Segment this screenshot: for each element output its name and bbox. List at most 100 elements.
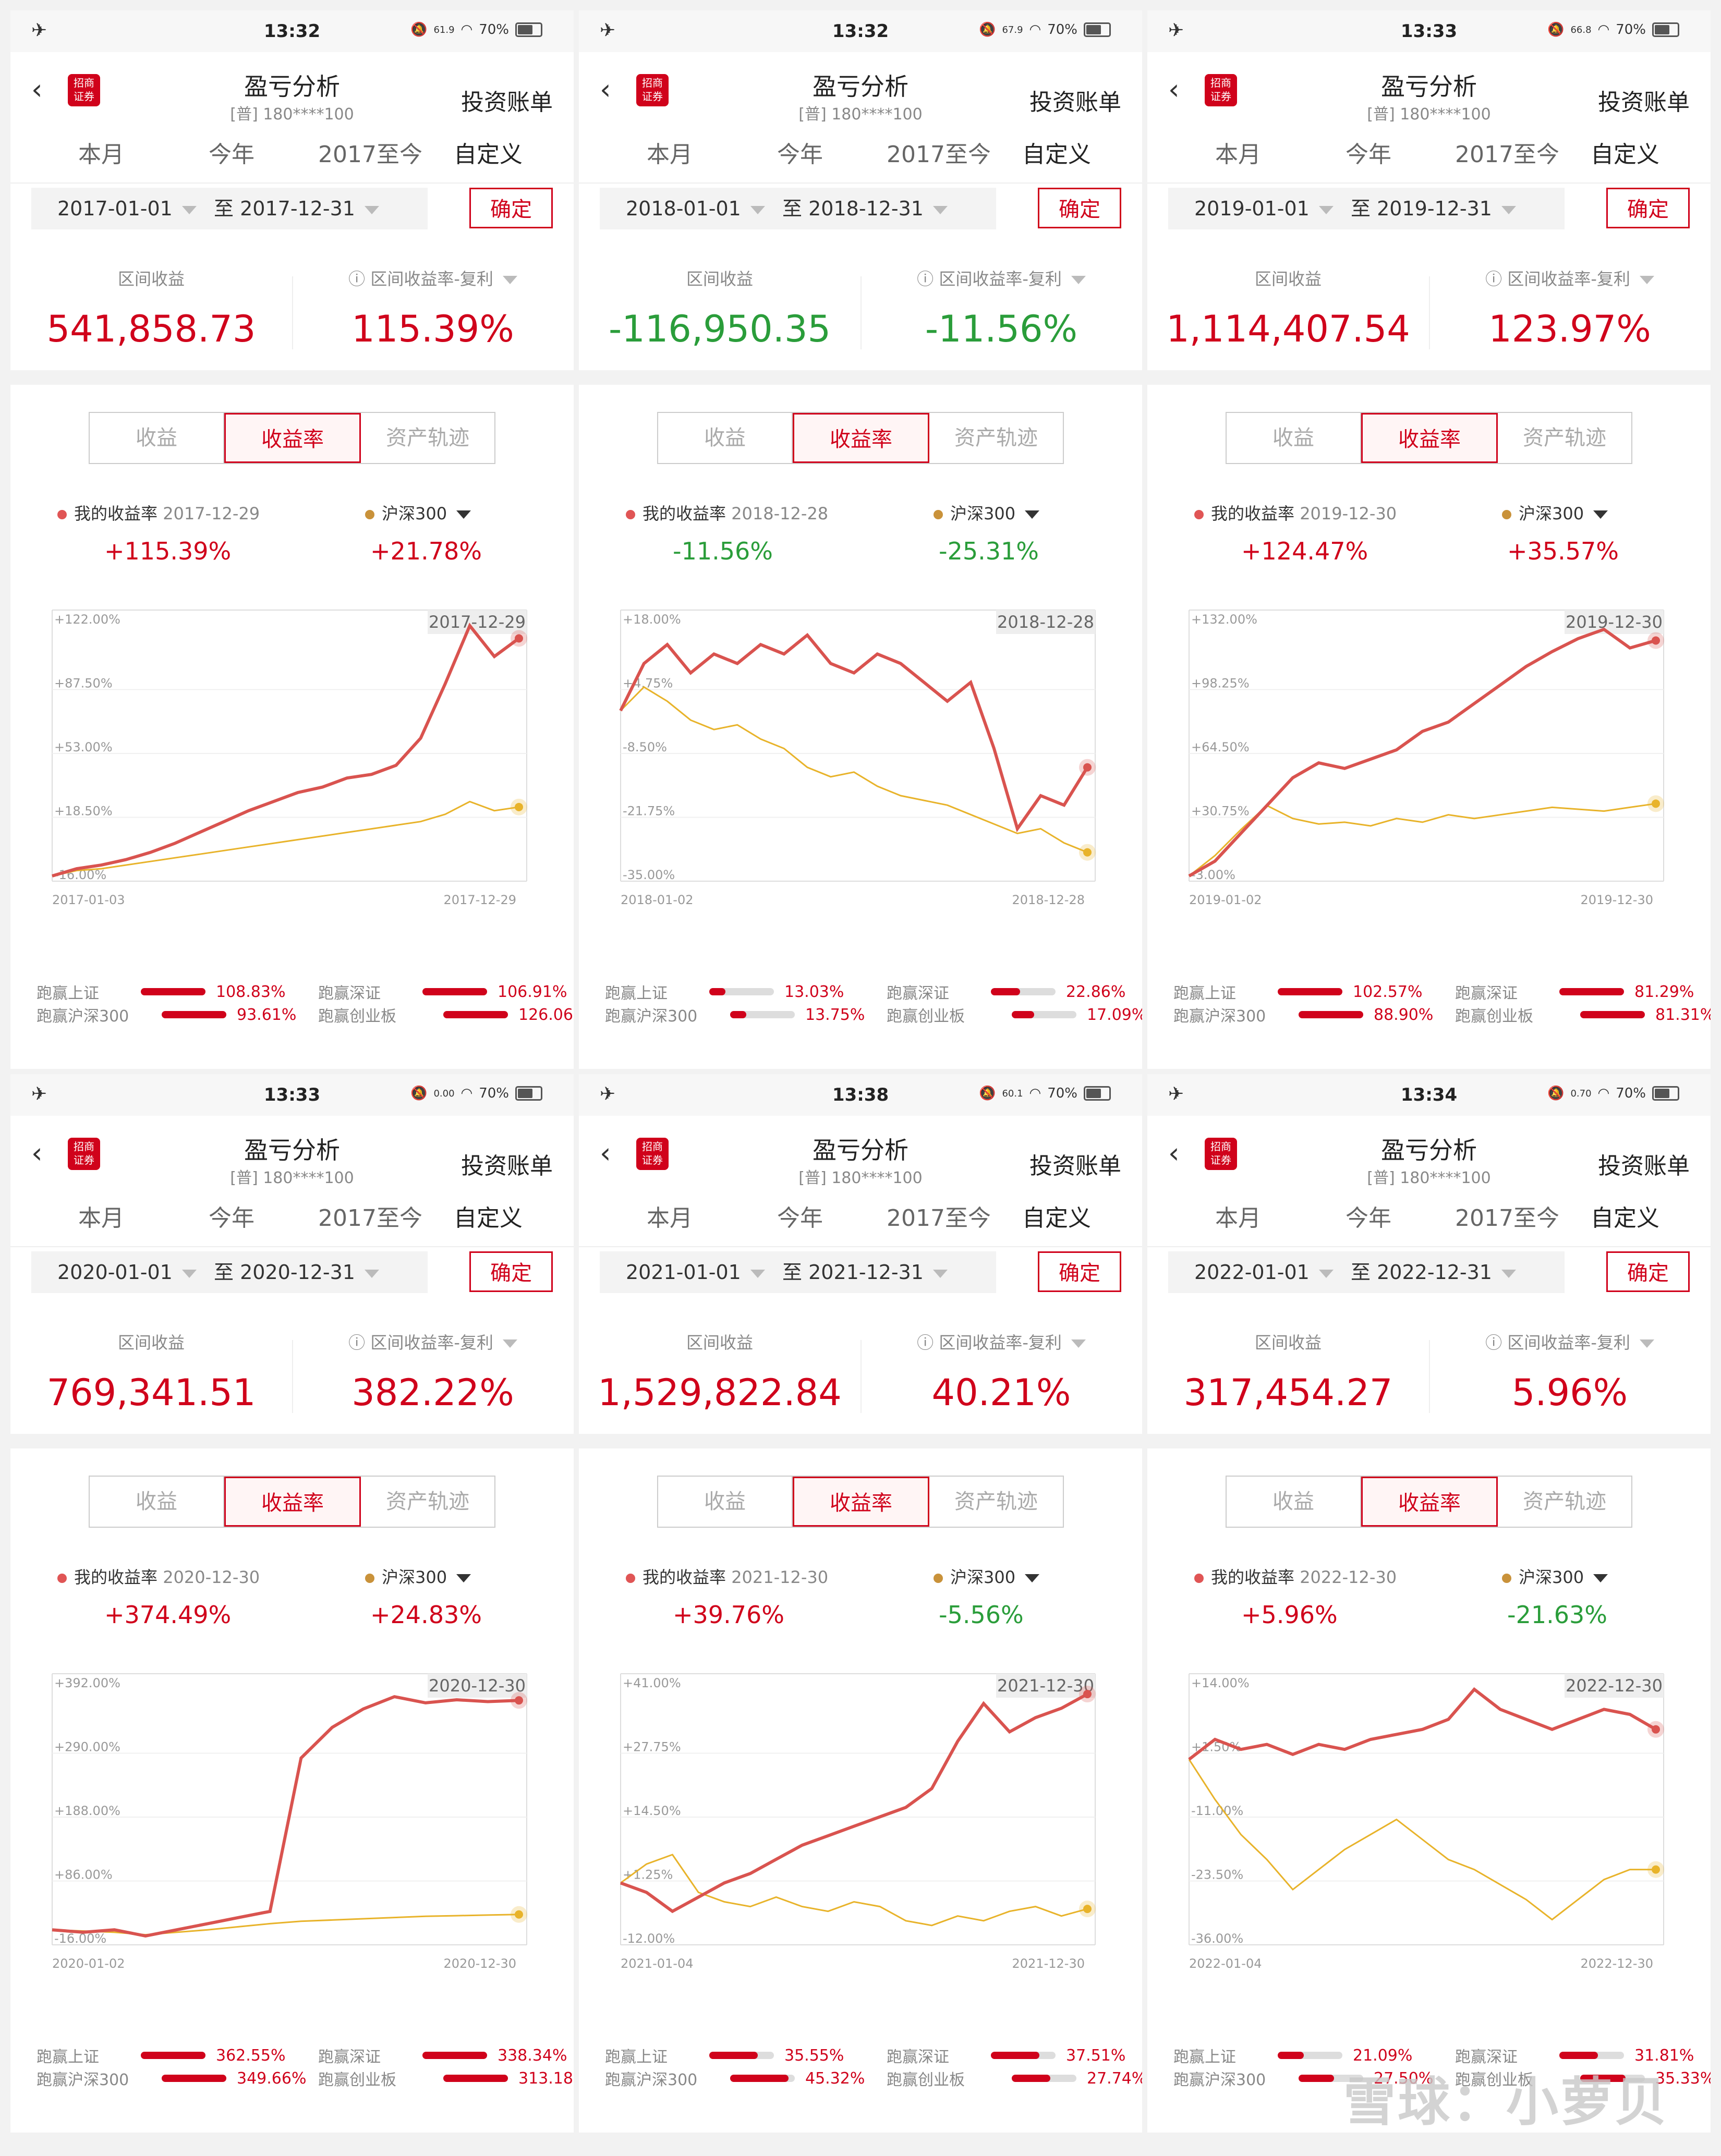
benchmark-legend[interactable]: 沪深300 [1502,1564,1608,1588]
rate-value: 123.97% [1488,308,1651,350]
tab-period[interactable]: 2017至今 [318,141,422,168]
tab-period[interactable]: 2017至今 [1455,1205,1559,1232]
confirm-button[interactable]: 确定 [469,188,553,228]
return-chart[interactable]: +14.00%+1.50%-11.00%-23.50%-36.00%2022-1… [1179,1653,1695,1976]
end-date-select[interactable]: 至 2019-12-31 [1335,188,1565,229]
return-chart[interactable]: +41.00% +27.75% +14.50% +1.25% -12.00% 2021-1… [610,1653,1126,1976]
tab-period[interactable]: 本月 [1215,1205,1261,1232]
segment-option[interactable]: 收益 [90,413,224,463]
benchmark-legend[interactable]: 沪深300 [934,1564,1040,1588]
start-date-select[interactable]: 2021-01-01 [600,1251,767,1293]
tab-period[interactable]: 本月 [78,1205,124,1232]
segment-option[interactable]: 收益 [1227,413,1361,463]
bill-link[interactable]: 投资账单 [1598,89,1690,116]
rate-label[interactable]: ⓘ 区间收益率-复利 [292,1330,574,1354]
tab-period[interactable]: 2017至今 [1455,141,1559,168]
tab-period[interactable]: 本月 [78,141,124,168]
tab-period[interactable]: 自定义 [1591,1205,1659,1232]
segment-option[interactable]: 资产轨迹 [386,1490,469,1514]
profit-value: 1,529,822.84 [598,1371,842,1414]
confirm-button[interactable]: 确定 [1038,188,1121,228]
x-tick-label: 2021-01-04 [621,1956,693,1971]
segment-option[interactable]: 收益率 [224,1477,361,1527]
rate-label[interactable]: ⓘ 区间收益率-复利 [292,266,574,290]
tab-period[interactable]: 今年 [777,1205,823,1232]
benchmark-legend[interactable]: 沪深300 [1502,501,1608,525]
tab-period[interactable]: 本月 [647,1205,693,1232]
rate-label[interactable]: ⓘ 区间收益率-复利 [860,266,1142,290]
start-date-select[interactable]: 2019-01-01 [1168,188,1335,229]
rate-label[interactable]: ⓘ 区间收益率-复利 [1429,1330,1711,1354]
start-date-select[interactable]: 2018-01-01 [600,188,767,229]
tab-period[interactable]: 自定义 [1022,141,1091,168]
tab-period[interactable]: 2017至今 [887,141,991,168]
tab-period[interactable]: 今年 [209,141,254,168]
status-bar: ✈ 13:32 🔕 61.9 ◠ 70% [10,10,574,52]
end-date-select[interactable]: 至 2020-12-31 [198,1251,428,1293]
segment-option[interactable]: 收益 [658,413,793,463]
back-icon[interactable]: ‹ [31,1137,43,1170]
tab-period[interactable]: 今年 [1346,1205,1391,1232]
tab-period[interactable]: 自定义 [454,1205,523,1232]
back-icon[interactable]: ‹ [600,1137,611,1170]
return-chart[interactable]: +122.00%+87.50%+53.00%+18.50%-16.00%2017… [42,589,558,912]
segment-option[interactable]: 收益 [90,1477,224,1527]
tab-period[interactable]: 今年 [209,1205,254,1232]
benchmark-legend[interactable]: 沪深300 [934,501,1040,525]
confirm-button[interactable]: 确定 [469,1251,553,1292]
tab-period[interactable]: 自定义 [1022,1205,1091,1232]
tab-period[interactable]: 自定义 [1591,141,1659,168]
tab-period[interactable]: 今年 [777,141,823,168]
benchmark-legend[interactable]: 沪深300 [365,501,471,525]
bill-link[interactable]: 投资账单 [461,89,553,116]
confirm-button[interactable]: 确定 [1038,1251,1121,1292]
end-date-select[interactable]: 至 2022-12-31 [1335,1251,1565,1293]
back-icon[interactable]: ‹ [1168,1137,1180,1170]
rate-label[interactable]: ⓘ 区间收益率-复利 [1429,266,1711,290]
segment-option[interactable]: 资产轨迹 [1523,1490,1606,1514]
benchmark-bar [443,1011,508,1018]
return-chart[interactable]: +392.00% +290.00% +188.00% +86.00% -16.00% 20… [42,1653,558,1976]
tab-period[interactable]: 2017至今 [887,1205,991,1232]
end-date-select[interactable]: 至 2018-12-31 [767,188,996,229]
confirm-button[interactable]: 确定 [1606,188,1690,228]
chevron-down-icon [181,1269,197,1278]
bill-link[interactable]: 投资账单 [1029,1153,1121,1179]
tab-period[interactable]: 2017至今 [318,1205,422,1232]
rate-label[interactable]: ⓘ 区间收益率-复利 [860,1330,1142,1354]
segment-option[interactable]: 收益 [1227,1477,1361,1527]
segment-option[interactable]: 资产轨迹 [954,1490,1038,1514]
segment-option[interactable]: 收益率 [224,413,361,463]
bill-link[interactable]: 投资账单 [1598,1153,1690,1179]
tab-period[interactable]: 本月 [647,141,693,168]
segment-option[interactable]: 收益率 [793,413,929,463]
x-tick-label: 2022-12-30 [1581,1956,1653,1971]
back-icon[interactable]: ‹ [1168,73,1180,106]
start-date-select[interactable]: 2017-01-01 [31,188,198,229]
segment-option[interactable]: 收益率 [1361,1477,1498,1527]
end-date-select[interactable]: 至 2021-12-31 [767,1251,996,1293]
segment-option[interactable]: 资产轨迹 [1523,426,1606,450]
segment-option[interactable]: 收益 [658,1477,793,1527]
back-icon[interactable]: ‹ [31,73,43,106]
segment-option[interactable]: 收益率 [793,1477,929,1527]
return-chart[interactable]: +132.00%+98.25%+64.50%+30.75%-3.00%2019-… [1179,589,1695,912]
back-icon[interactable]: ‹ [600,73,611,106]
segment-option[interactable]: 资产轨迹 [386,426,469,450]
bill-link[interactable]: 投资账单 [1029,89,1121,116]
tab-period[interactable]: 自定义 [454,141,523,168]
tab-period[interactable]: 今年 [1346,141,1391,168]
segment-option[interactable]: 资产轨迹 [954,426,1038,450]
highlight-date: 2017-12-29 [429,612,526,632]
benchmark-comparison: 跑赢上证 35.55% 跑赢沪深300 45.32% 跑赢深证 37.51% 跑赢创业板 27… [579,2044,1142,2096]
status-bar: ✈ 13:33 🔕 0.00 ◠ 70% [10,1074,574,1116]
bill-link[interactable]: 投资账单 [461,1153,553,1179]
benchmark-legend[interactable]: 沪深300 [365,1564,471,1588]
confirm-button[interactable]: 确定 [1606,1251,1690,1292]
return-chart[interactable]: +18.00%+4.75%-8.50%-21.75%-35.00%2018-12… [610,589,1126,912]
tab-period[interactable]: 本月 [1215,141,1261,168]
start-date-select[interactable]: 2020-01-01 [31,1251,198,1293]
start-date-select[interactable]: 2022-01-01 [1168,1251,1335,1293]
end-date-select[interactable]: 至 2017-12-31 [198,188,428,229]
segment-option[interactable]: 收益率 [1361,413,1498,463]
